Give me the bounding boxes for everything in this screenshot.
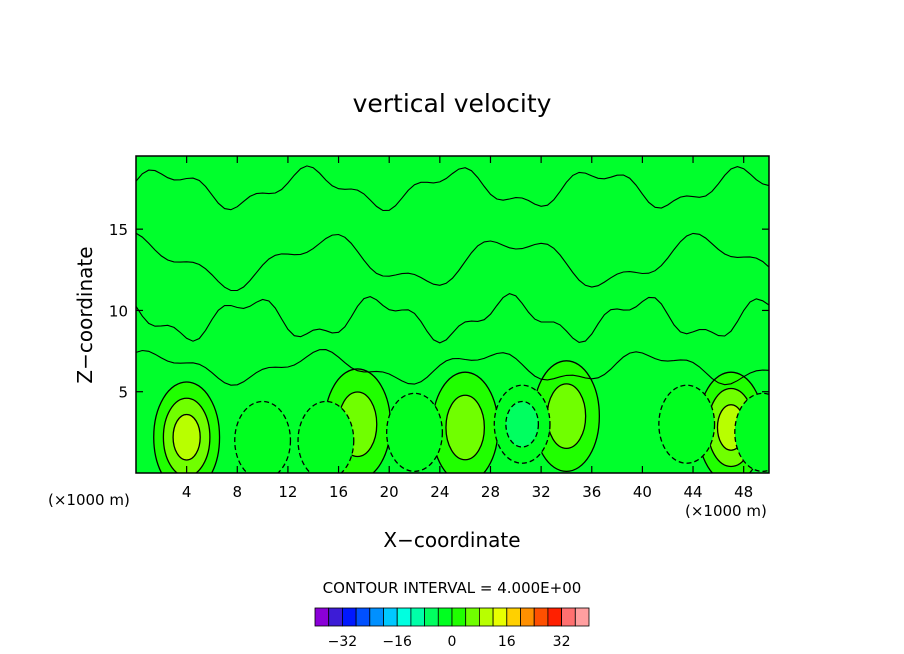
x-scale-note-left: (×1000 m) [48, 491, 130, 509]
contour-line [136, 232, 769, 292]
x-tick-label: 36 [582, 483, 601, 501]
colorbar-swatch [396, 607, 412, 627]
contour-line [734, 392, 769, 473]
colorbar-swatch [437, 607, 453, 627]
downdraft-cell [493, 384, 551, 464]
chart-title: vertical velocity [353, 89, 552, 118]
contour-line [505, 400, 540, 448]
contour-line [658, 384, 716, 464]
plot-frame [135, 155, 770, 474]
colorbar-swatch [314, 607, 330, 627]
downdraft-cell [734, 392, 769, 473]
colorbar-tick-labels: −32 −16 0 16 32 [328, 634, 571, 650]
updraft-cell [431, 371, 499, 473]
colorbar [314, 607, 590, 627]
downdraft-cell [386, 392, 444, 473]
x-tick-label: 28 [481, 483, 500, 501]
contour-line [386, 392, 444, 473]
x-tick-label: 8 [233, 483, 243, 501]
colorbar-swatch [383, 607, 398, 627]
x-scale-note-right: (×1000 m) [685, 502, 767, 520]
colorbar-tick-label: −16 [382, 634, 412, 650]
zero-contours [136, 165, 769, 386]
colorbar-tick-label: 0 [448, 634, 457, 650]
downdraft-cell [234, 400, 292, 473]
colorbar-swatch [561, 607, 576, 627]
colorbar-swatch [328, 607, 343, 627]
contour-interval-label: CONTOUR INTERVAL = 4.000E+00 [323, 579, 582, 597]
colorbar-tick-label: 32 [553, 634, 571, 650]
x-tick-label: 4 [182, 483, 192, 501]
colorbar-swatch [341, 607, 357, 627]
colorbar-swatch [410, 607, 425, 627]
updraft-cell [153, 381, 221, 473]
colorbar-swatch [520, 607, 535, 627]
x-tick-label: 32 [532, 483, 551, 501]
x-tick-label: 44 [683, 483, 702, 501]
colorbar-swatch [506, 607, 521, 627]
contour-line [546, 383, 587, 449]
colorbar-swatch [424, 607, 439, 627]
x-tick-label: 40 [633, 483, 652, 501]
x-tick-label: 48 [734, 483, 753, 501]
x-tick-label: 24 [430, 483, 449, 501]
contour-line [136, 292, 769, 344]
x-axis-label: X−coordinate [383, 528, 520, 552]
contour-line [172, 413, 201, 461]
colorbar-tick-label: −32 [328, 634, 358, 650]
x-tick-label: 12 [278, 483, 297, 501]
contour-line [136, 165, 769, 212]
contour-line [297, 400, 355, 473]
colorbar-swatch [492, 607, 508, 627]
colorbar-swatch [547, 607, 563, 627]
y-axis-ticks: 5 10 15 [109, 221, 769, 402]
colorbar-swatch [465, 607, 480, 627]
contour-line [136, 349, 769, 386]
x-tick-label: 16 [329, 483, 348, 501]
downdraft-cell [297, 400, 355, 473]
x-tick-label: 20 [380, 483, 399, 501]
colorbar-swatch [478, 607, 494, 627]
y-tick-label: 5 [118, 384, 128, 402]
downdraft-cell [658, 384, 716, 464]
contour-line [234, 400, 292, 473]
colorbar-swatch [533, 607, 549, 627]
x-axis-ticks: 4 8 12 16 20 24 28 32 36 40 44 48 [182, 156, 753, 501]
y-tick-label: 10 [109, 302, 128, 320]
colorbar-swatch [574, 607, 590, 627]
colorbar-swatch [355, 607, 371, 627]
colorbar-swatch [369, 607, 384, 627]
contour-field [136, 165, 769, 473]
y-axis-label: Z−coordinate [73, 246, 97, 383]
contour-line [445, 394, 486, 461]
colorbar-tick-label: 16 [498, 634, 516, 650]
y-tick-label: 15 [109, 221, 128, 239]
colorbar-swatch [451, 607, 467, 627]
